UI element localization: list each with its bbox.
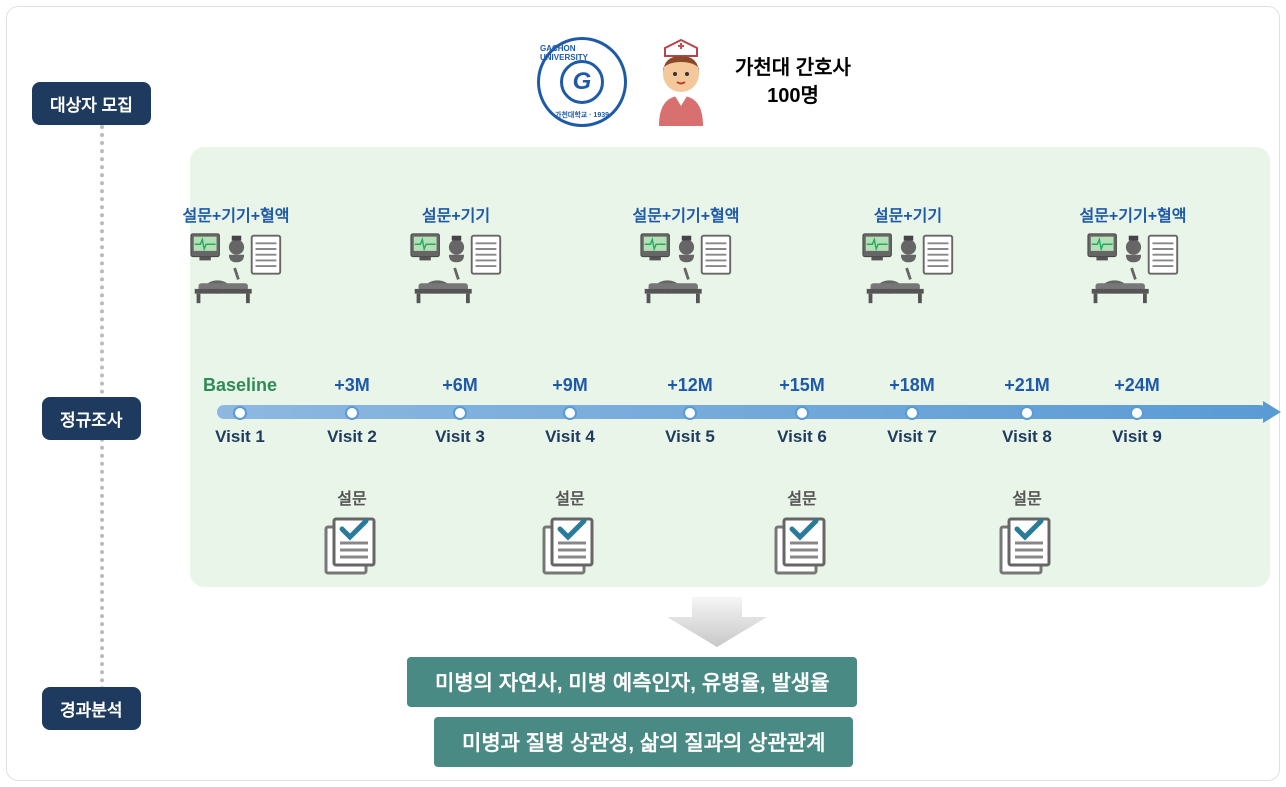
month-label: +18M xyxy=(856,375,968,396)
visit-name: Visit 4 xyxy=(514,427,626,447)
method-label: 설문+기기 xyxy=(852,202,964,226)
exam-icon xyxy=(409,230,504,305)
month-label: +3M xyxy=(296,375,408,396)
method-label: 설문+기기+혈액 xyxy=(180,202,292,226)
visit-month-1: Baseline xyxy=(184,375,296,396)
survey-label: 설문 xyxy=(746,485,858,509)
visit-label-3: Visit 3 xyxy=(404,427,516,447)
visit-method-7: 설문+기기 xyxy=(852,202,964,305)
visit-label-8: Visit 8 xyxy=(971,427,1083,447)
header-count: 100명 xyxy=(735,82,851,110)
month-label: +6M xyxy=(404,375,516,396)
survey-icon xyxy=(770,515,834,579)
month-label: Baseline xyxy=(184,375,296,396)
exam-icon xyxy=(1086,230,1181,305)
visit-label-6: Visit 6 xyxy=(746,427,858,447)
visit-month-8: +21M xyxy=(971,375,1083,396)
timeline-dot-5 xyxy=(683,406,697,420)
logo-bottom-text: 가천대학교 · 1939 xyxy=(555,110,609,120)
visit-method-9: 설문+기기+혈액 xyxy=(1077,202,1189,305)
timeline-dot-2 xyxy=(345,406,359,420)
survey-label: 설문 xyxy=(971,485,1083,509)
survey-only-6: 설문 xyxy=(746,485,858,579)
visit-month-7: +18M xyxy=(856,375,968,396)
survey-label: 설문 xyxy=(514,485,626,509)
visit-month-4: +9M xyxy=(514,375,626,396)
month-label: +12M xyxy=(634,375,746,396)
stage-recruit: 대상자 모집 xyxy=(32,82,151,125)
visit-method-1: 설문+기기+혈액 xyxy=(180,202,292,305)
visit-month-2: +3M xyxy=(296,375,408,396)
down-arrow-icon xyxy=(657,597,777,647)
visit-method-5: 설문+기기+혈액 xyxy=(630,202,742,305)
visit-label-7: Visit 7 xyxy=(856,427,968,447)
visit-name: Visit 3 xyxy=(404,427,516,447)
timeline-bar xyxy=(217,405,1267,419)
visit-name: Visit 9 xyxy=(1081,427,1193,447)
month-label: +21M xyxy=(971,375,1083,396)
month-label: +24M xyxy=(1081,375,1193,396)
outcome-1: 미병의 자연사, 미병 예측인자, 유병율, 발생율 xyxy=(407,657,857,707)
visit-month-6: +15M xyxy=(746,375,858,396)
visit-label-5: Visit 5 xyxy=(634,427,746,447)
visit-month-5: +12M xyxy=(634,375,746,396)
month-label: +9M xyxy=(514,375,626,396)
diagram-container: 대상자 모집 정규조사 경과분석 GACHON UNIVERSITY G 가천대… xyxy=(6,6,1280,781)
stage-survey: 정규조사 xyxy=(42,397,141,440)
month-label: +15M xyxy=(746,375,858,396)
timeline-dot-7 xyxy=(905,406,919,420)
stage-analysis: 경과분석 xyxy=(42,687,141,730)
timeline-dot-9 xyxy=(1130,406,1144,420)
logo-top-text: GACHON UNIVERSITY xyxy=(540,44,624,62)
survey-only-8: 설문 xyxy=(971,485,1083,579)
visit-label-4: Visit 4 xyxy=(514,427,626,447)
visit-name: Visit 6 xyxy=(746,427,858,447)
survey-only-2: 설문 xyxy=(296,485,408,579)
visit-name: Visit 8 xyxy=(971,427,1083,447)
survey-only-4: 설문 xyxy=(514,485,626,579)
timeline-dot-1 xyxy=(233,406,247,420)
visit-name: Visit 2 xyxy=(296,427,408,447)
exam-icon xyxy=(639,230,734,305)
visit-label-2: Visit 2 xyxy=(296,427,408,447)
visit-month-3: +6M xyxy=(404,375,516,396)
visit-name: Visit 1 xyxy=(184,427,296,447)
survey-icon xyxy=(320,515,384,579)
university-logo: GACHON UNIVERSITY G 가천대학교 · 1939 xyxy=(537,37,627,127)
outcome-2: 미병과 질병 상관성, 삶의 질과의 상관관계 xyxy=(434,717,853,767)
method-label: 설문+기기 xyxy=(400,202,512,226)
method-label: 설문+기기+혈액 xyxy=(630,202,742,226)
header-text: 가천대 간호사 100명 xyxy=(735,54,851,110)
method-label: 설문+기기+혈액 xyxy=(1077,202,1189,226)
visit-name: Visit 7 xyxy=(856,427,968,447)
survey-icon xyxy=(995,515,1059,579)
timeline-dot-4 xyxy=(563,406,577,420)
logo-center: G xyxy=(560,60,604,104)
survey-icon xyxy=(538,515,602,579)
header-institution: 가천대 간호사 xyxy=(735,54,851,82)
visit-label-9: Visit 9 xyxy=(1081,427,1193,447)
timeline-dot-8 xyxy=(1020,406,1034,420)
timeline-dot-6 xyxy=(795,406,809,420)
exam-icon xyxy=(189,230,284,305)
survey-label: 설문 xyxy=(296,485,408,509)
exam-icon xyxy=(861,230,956,305)
visit-method-3: 설문+기기 xyxy=(400,202,512,305)
timeline-arrow-icon xyxy=(1263,401,1281,423)
nurse-icon xyxy=(645,38,717,126)
timeline-dot-3 xyxy=(453,406,467,420)
visit-name: Visit 5 xyxy=(634,427,746,447)
visit-month-9: +24M xyxy=(1081,375,1193,396)
header: GACHON UNIVERSITY G 가천대학교 · 1939 가천대 간호사… xyxy=(537,37,851,127)
visit-label-1: Visit 1 xyxy=(184,427,296,447)
